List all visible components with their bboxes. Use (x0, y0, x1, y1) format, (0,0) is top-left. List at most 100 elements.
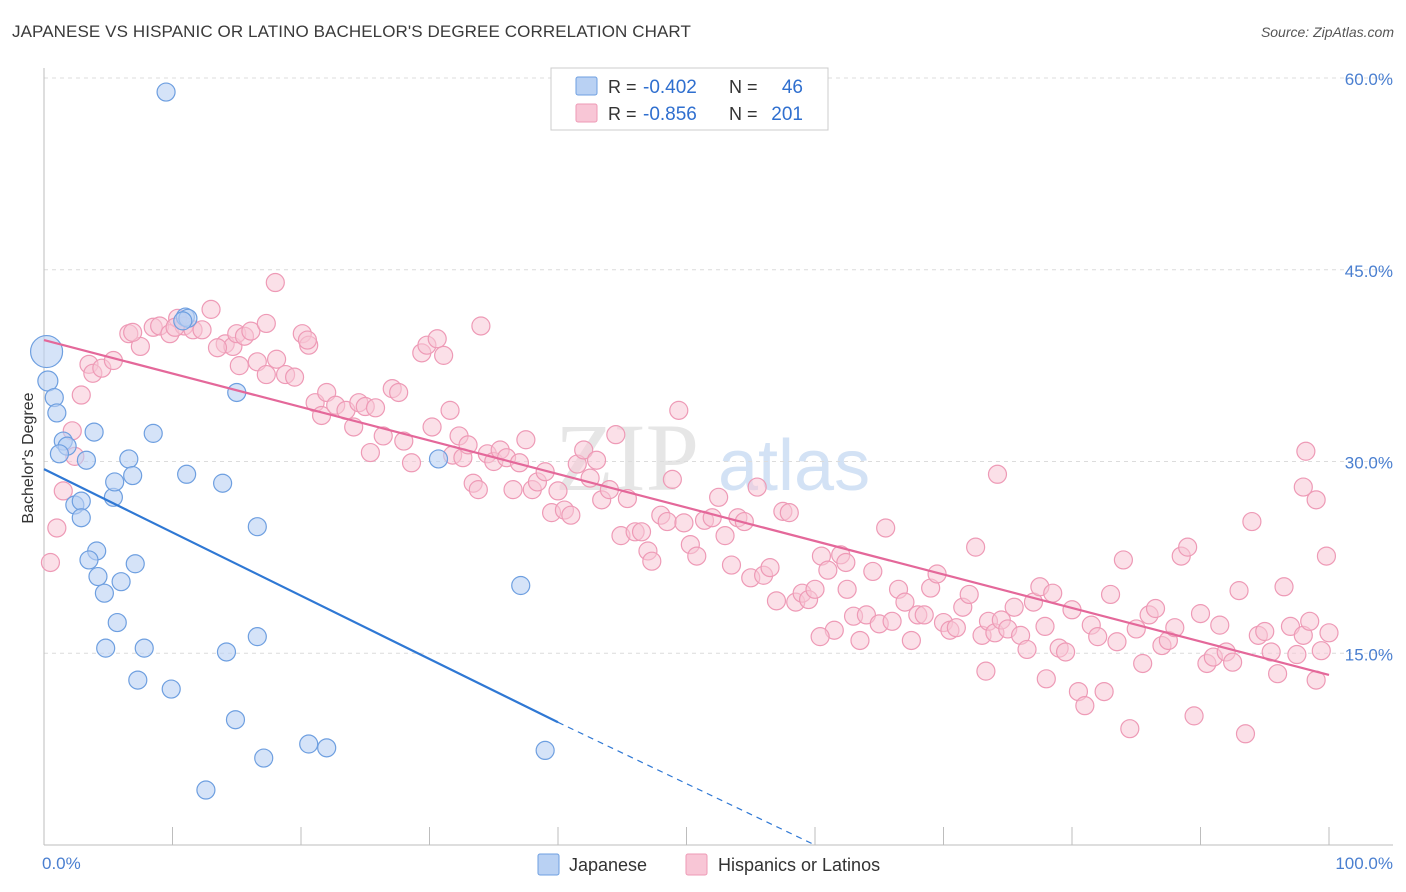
hispanic-point (662, 469, 682, 489)
hispanic-point (1316, 546, 1337, 566)
hispanic-point (71, 385, 91, 405)
japanese-point (143, 423, 163, 443)
y-tick-label: 60.0% (1345, 70, 1393, 89)
japanese-point (76, 450, 97, 470)
hispanic-point (836, 552, 856, 573)
bottom-legend-swatch-hispanic (685, 853, 708, 876)
hispanic-point (914, 605, 934, 625)
tick-labels: 15.0% 30.0% 45.0% 60.0% 0.0% 100.0% (42, 70, 1393, 873)
hispanic-point (766, 591, 787, 611)
japanese-point (173, 311, 193, 331)
japanese-point (213, 473, 233, 493)
japanese-point (71, 508, 91, 528)
hispanic-point (123, 322, 143, 342)
hispanic-point (709, 487, 729, 507)
japanese-point (49, 444, 70, 464)
hispanic-point (1094, 681, 1114, 702)
hispanic-point (440, 400, 460, 420)
hispanic-point (1242, 511, 1262, 532)
axes (43, 68, 1393, 846)
hispanic-point (747, 477, 767, 497)
hispanic-point (642, 551, 662, 571)
japanese-point (428, 449, 449, 469)
y-tick-label: 30.0% (1345, 454, 1393, 473)
hispanic-point (509, 453, 530, 473)
hispanic-point (1311, 641, 1331, 661)
japanese-point (125, 554, 145, 574)
hispanic-point (284, 367, 305, 387)
japanese-point (247, 517, 267, 537)
hispanic-point (721, 555, 742, 575)
japanese-point (161, 679, 181, 699)
source-credit: Source: ZipAtlas.com (1260, 24, 1394, 40)
hispanic-point (1319, 623, 1339, 643)
hispanic-point (422, 417, 442, 437)
hispanic-point (1035, 616, 1055, 637)
hispanic-point (241, 321, 261, 341)
series-legend: Japanese Hispanics or Latinos (537, 853, 880, 876)
hispanic-point (669, 400, 689, 420)
hispanic-point (1306, 490, 1326, 510)
watermark-atlas: atlas (718, 426, 870, 506)
legend-swatch-japanese (575, 76, 598, 96)
hispanic-point (1223, 652, 1243, 672)
legend-n-hispanic: 201 (771, 104, 803, 125)
legend-r-label-hispanic: R = (608, 104, 637, 124)
trend-lines (43, 338, 1330, 846)
japanese-point (511, 575, 531, 596)
japanese-point (111, 572, 131, 592)
hispanic-point (779, 503, 799, 523)
hispanic-point (863, 561, 883, 582)
hispanic-point (1017, 639, 1037, 660)
hispanic-point (976, 661, 996, 681)
legend-r-hispanic: -0.856 (643, 104, 697, 125)
hispanic-point (1287, 644, 1307, 665)
hispanic-point (1274, 577, 1294, 597)
legend-n-label-hispanic: N = (729, 104, 758, 124)
legend-r-label-japanese: R = (608, 77, 637, 97)
japanese-point (299, 734, 319, 754)
hispanic-point (401, 453, 422, 473)
hispanic-point (946, 618, 966, 638)
hispanic-point (574, 440, 594, 460)
hispanic-point (876, 518, 896, 538)
hispanic-point (297, 330, 318, 350)
hispanic-point (895, 592, 915, 612)
hispanic-point (394, 431, 414, 451)
hispanic-point (1036, 669, 1056, 689)
hispanic-point (760, 558, 780, 578)
hispanic-point (687, 546, 707, 566)
hispanic-point (201, 299, 221, 319)
hispanic-point (1165, 618, 1185, 638)
japanese-point (37, 370, 59, 392)
hispanic-point (818, 560, 838, 580)
japanese-point (196, 780, 216, 800)
japanese-point (79, 550, 99, 570)
hispanic-point (365, 398, 386, 418)
x-tick-label: 100.0% (1335, 854, 1393, 873)
hispanic-point (1113, 550, 1134, 570)
legend-n-label-japanese: N = (729, 77, 758, 97)
hispanic-point (192, 320, 212, 340)
hispanic-point (657, 511, 677, 532)
hispanic-point (1210, 615, 1230, 635)
hispanic-point (837, 579, 857, 599)
hispanic-point (1075, 696, 1095, 716)
hispanic-point (207, 338, 228, 358)
hispanic-point (47, 518, 67, 538)
hispanic-trend-line (43, 338, 1330, 677)
japanese-point (317, 738, 337, 758)
japanese-point (535, 740, 555, 761)
correlation-legend: R = -0.402 N = 46 R = -0.856 N = 201 (550, 67, 829, 131)
japanese-point (88, 566, 108, 587)
hispanic-point (1229, 581, 1249, 601)
hispanic-point (882, 611, 902, 631)
japanese-point (47, 403, 67, 423)
japanese-point (123, 465, 143, 486)
hispanic-point (434, 345, 454, 365)
hispanic-point (40, 552, 61, 573)
hispanic-point (1107, 632, 1127, 652)
japanese-point (247, 627, 267, 647)
hispanic-point (631, 522, 652, 542)
